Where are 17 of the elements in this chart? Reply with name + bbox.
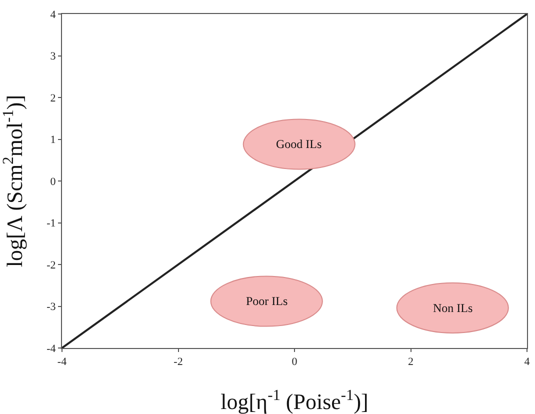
y-tick-label: 4 — [50, 8, 56, 21]
y-tick-label: -4 — [46, 342, 56, 355]
x-tick-label: -2 — [174, 356, 183, 368]
x-axis-title: log[η$^{-1}$ (Poise$^{-1}$)] — [220, 386, 368, 414]
annotation: Non ILs — [433, 301, 473, 315]
x-tick-label: 0 — [292, 356, 298, 368]
y-tick-label: -2 — [46, 259, 56, 272]
annotation: Poor ILs — [246, 294, 288, 308]
annotation: Good ILs — [276, 137, 322, 151]
y-tick-label: -1 — [46, 218, 56, 230]
y-tick-label: 1 — [50, 134, 56, 146]
x-tick-label: 4 — [524, 356, 530, 368]
y-tick-label: 2 — [50, 92, 56, 104]
y-tick-label: -3 — [46, 301, 56, 314]
y-tick-label: 3 — [50, 50, 56, 63]
x-tick-label: 2 — [408, 356, 414, 368]
y-tick-label: 0 — [50, 176, 56, 188]
